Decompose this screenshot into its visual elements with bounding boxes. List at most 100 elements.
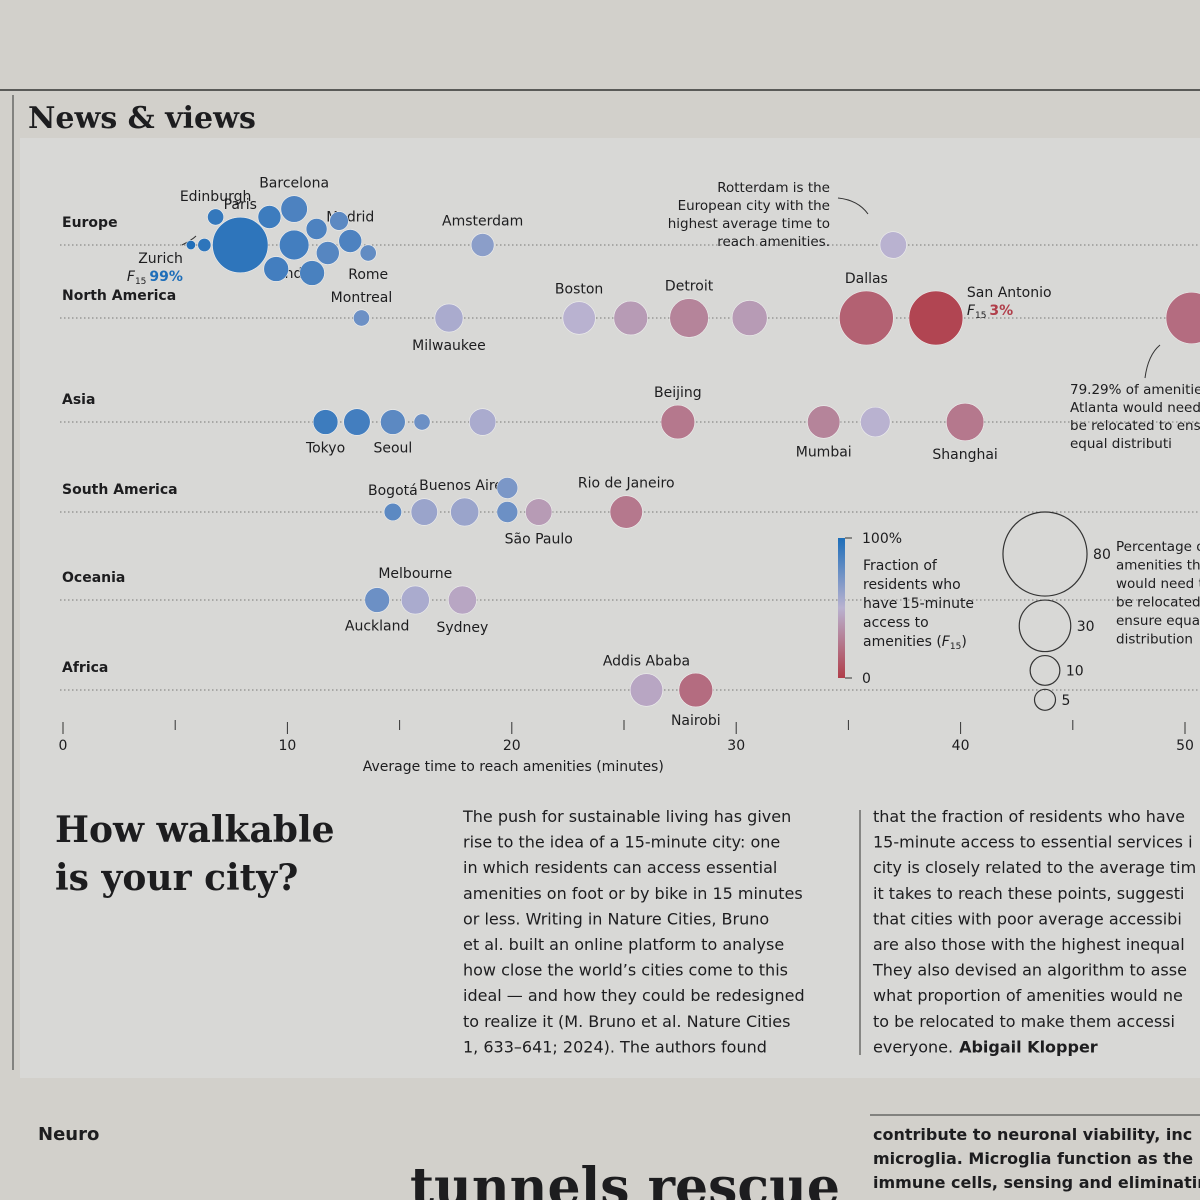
- f15-symbol: F: [967, 303, 976, 319]
- bubble: [660, 404, 696, 440]
- city-label: Tokyo: [305, 440, 345, 456]
- next-headline: tunnels rescue: [410, 1157, 840, 1200]
- bubble: [525, 498, 553, 526]
- bubble: [312, 409, 339, 435]
- size-legend-label: 10: [1066, 663, 1084, 679]
- body-text: everyone.: [873, 1037, 953, 1056]
- body-text: rise to the idea of a 15-minute city: on…: [463, 833, 780, 852]
- section-header: News & views: [28, 101, 256, 136]
- author: Abigail Klopper: [959, 1037, 1098, 1056]
- bubble: [383, 502, 402, 522]
- bubble: [280, 195, 308, 223]
- headline: How walkable: [55, 809, 335, 851]
- region-label: North America: [62, 288, 176, 304]
- region-label: Oceania: [62, 570, 125, 586]
- size-legend-text: would need to: [1116, 576, 1200, 592]
- size-legend-text: ensure equal: [1116, 613, 1200, 629]
- city-label: Montreal: [331, 290, 393, 306]
- city-label: Boston: [555, 282, 603, 298]
- bubble: [450, 497, 480, 527]
- atlanta-arrow: [1144, 344, 1161, 379]
- bubble: [562, 301, 596, 335]
- city-label: Milwaukee: [412, 338, 486, 354]
- next-body: contribute to neuronal viability, inc: [873, 1125, 1192, 1144]
- size-legend-text: be relocated to: [1116, 595, 1200, 611]
- bubble: [731, 300, 768, 336]
- atlanta-note: be relocated to ensu: [1070, 418, 1200, 434]
- bubble: [807, 405, 841, 439]
- atlanta-note: 79.29% of amenities: [1070, 382, 1200, 398]
- bubble: [839, 290, 894, 346]
- bubble: [212, 216, 269, 274]
- body-text: The push for sustainable living has give…: [462, 807, 791, 826]
- body-text: in which residents can access essential: [463, 858, 777, 877]
- bubble: [343, 408, 371, 436]
- f15-label: F15 99%: [127, 269, 183, 287]
- body-text: 15-minute access to essential services i: [873, 833, 1193, 852]
- city-label: Rome: [348, 267, 388, 283]
- x-tick-label: 50: [1176, 738, 1194, 754]
- bubble: [1165, 291, 1200, 345]
- city-label: São Paulo: [505, 531, 573, 547]
- bubble: [263, 256, 289, 282]
- body-text: or less. Writing in Nature Cities, Bruno: [463, 909, 769, 928]
- bubble: [329, 211, 349, 231]
- body-text: city is closely related to the average t…: [873, 858, 1196, 877]
- city-label: Dallas: [845, 271, 888, 287]
- size-legend-label: 80: [1093, 547, 1111, 563]
- bubble: [609, 495, 643, 529]
- color-legend-text: access to: [863, 615, 929, 631]
- bubble: [879, 231, 907, 259]
- f15-subscript: 15: [950, 642, 961, 652]
- region-label: South America: [62, 482, 178, 498]
- bubble: [305, 218, 328, 240]
- size-legend-label: 30: [1077, 619, 1095, 635]
- bubble: [380, 409, 406, 435]
- rotterdam-note: highest average time to: [668, 216, 830, 232]
- bubble: [678, 672, 714, 708]
- city-label: Seoul: [373, 440, 412, 456]
- color-legend-text: amenities (F15): [863, 634, 967, 652]
- body-text: what proportion of amenities would ne: [873, 986, 1183, 1005]
- x-axis-label: Average time to reach amenities (minutes…: [363, 759, 664, 775]
- city-label: Rio de Janeiro: [578, 476, 675, 492]
- bubble: [257, 205, 282, 229]
- legend-text: amenities (: [863, 634, 942, 650]
- body-text: to realize it (M. Bruno et al. Nature Ci…: [463, 1012, 790, 1031]
- color-legend-text: have 15-minute: [863, 596, 974, 612]
- x-tick-label: 10: [278, 738, 296, 754]
- city-label: Melbourne: [378, 566, 452, 582]
- size-legend-text: amenities that: [1116, 558, 1200, 574]
- body-text: are also those with the highest inequal: [873, 935, 1185, 954]
- region-label: Europe: [62, 215, 118, 231]
- f15-symbol: F: [127, 269, 136, 285]
- color-legend-text: residents who: [863, 577, 961, 593]
- bubble: [413, 413, 431, 431]
- size-legend-circle: [1029, 654, 1061, 686]
- color-tick-label: 0: [862, 671, 871, 687]
- bubble: [185, 240, 196, 251]
- bubble: [908, 290, 964, 346]
- city-label: Shanghai: [932, 447, 997, 463]
- bubble: [364, 587, 390, 613]
- city-label: Mumbai: [796, 444, 852, 460]
- body-text: et al. built an online platform to analy…: [463, 935, 784, 954]
- bubble: [434, 303, 464, 333]
- chart-panel: [20, 138, 1200, 1078]
- city-label: Amsterdam: [442, 213, 523, 229]
- city-label: Buenos Aires: [419, 478, 510, 494]
- f15-symbol: F: [942, 634, 951, 650]
- region-label: Asia: [62, 392, 95, 408]
- rotterdam-note: reach amenities.: [717, 234, 830, 250]
- city-label: Barcelona: [259, 176, 329, 192]
- f15-label: F15 3%: [967, 303, 1013, 321]
- rotterdam-note: European city with the: [678, 198, 830, 214]
- body-text: amenities on foot or by bike in 15 minut…: [463, 884, 803, 903]
- body-text: 1, 633–641; 2024). The authors found: [463, 1037, 767, 1056]
- city-label: Edinburgh: [180, 189, 252, 205]
- size-legend-circle: [1002, 511, 1088, 597]
- body-text: They also devised an algorithm to asse: [872, 961, 1187, 980]
- city-label: Nairobi: [671, 713, 721, 729]
